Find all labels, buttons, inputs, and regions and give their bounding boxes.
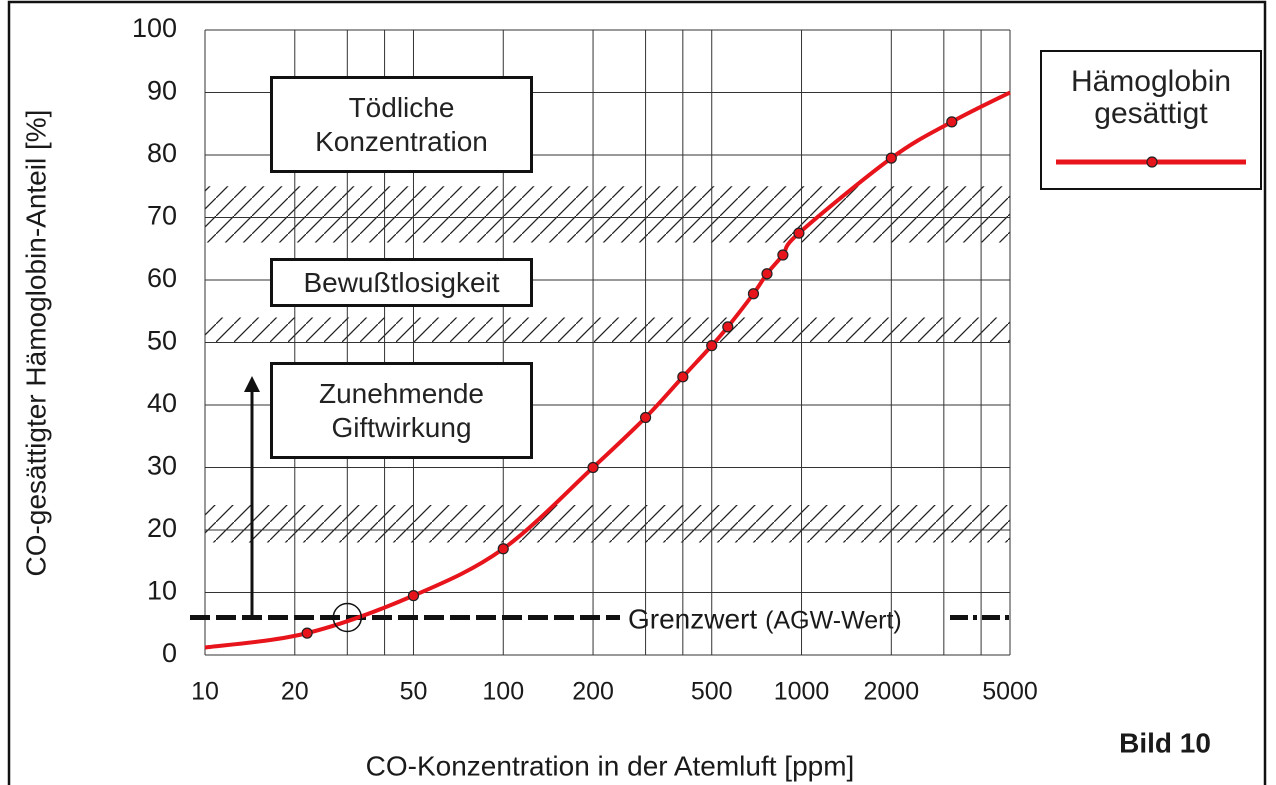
point bbox=[747, 288, 760, 300]
point bbox=[301, 627, 313, 639]
y-tick-label: 20 bbox=[147, 513, 177, 543]
annotation: Zunehmende Giftwirkung bbox=[270, 362, 533, 459]
annotation: Bewußtlosigkeit bbox=[270, 258, 533, 307]
legend: Hämoglobin gesättigt bbox=[1040, 50, 1262, 190]
grid bbox=[204, 29, 1011, 656]
point bbox=[497, 543, 509, 555]
legend-swatch bbox=[1056, 156, 1246, 168]
y-tick-label: 100 bbox=[132, 13, 177, 43]
x-tick-label: 1000 bbox=[774, 678, 830, 706]
threshold-label: Grenzwert bbox=[628, 604, 757, 635]
threshold-sublabel: (AGW-Wert) bbox=[765, 606, 902, 634]
point bbox=[677, 371, 689, 383]
x-tick-label: 10 bbox=[191, 678, 219, 706]
x-tick-label: 50 bbox=[400, 678, 428, 706]
y-tick-label: 80 bbox=[147, 138, 177, 168]
legend-label: Hämoglobin gesättigt bbox=[1070, 65, 1232, 130]
point bbox=[761, 268, 773, 280]
figure-label: Bild 10 bbox=[1119, 727, 1211, 758]
x-axis-label: CO-Konzentration in der Atemluft [ppm] bbox=[366, 750, 855, 781]
arrow-head bbox=[244, 376, 260, 392]
x-tick-label: 500 bbox=[691, 678, 733, 706]
legend-marker bbox=[1146, 156, 1158, 168]
y-tick-label: 0 bbox=[162, 638, 177, 668]
threshold-marker bbox=[332, 602, 363, 633]
x-tick-label: 20 bbox=[281, 678, 309, 706]
y-tick-label: 40 bbox=[147, 388, 177, 418]
x-tick-label: 5000 bbox=[982, 678, 1038, 706]
point bbox=[793, 227, 805, 239]
point bbox=[407, 590, 420, 602]
point bbox=[587, 461, 599, 474]
x-tick-label: 2000 bbox=[863, 678, 919, 706]
y-tick-label: 10 bbox=[147, 576, 177, 606]
hatch-band bbox=[205, 505, 1010, 543]
point bbox=[777, 249, 789, 261]
frame bbox=[7, 0, 1267, 785]
point bbox=[639, 411, 652, 424]
point bbox=[706, 340, 718, 352]
x-tick-label: 200 bbox=[572, 678, 614, 706]
y-tick-label: 90 bbox=[147, 76, 177, 106]
y-axis-label: CO-gesättigter Hämoglobin-Anteil [%] bbox=[20, 110, 51, 577]
point bbox=[946, 116, 958, 128]
y-tick-label: 50 bbox=[147, 326, 177, 356]
x-tick-label: 100 bbox=[482, 678, 524, 706]
bands bbox=[205, 186, 1010, 543]
y-tick-label: 60 bbox=[147, 263, 177, 293]
hatch-band bbox=[205, 186, 1010, 243]
point bbox=[885, 152, 897, 164]
y-tick-label: 70 bbox=[147, 201, 177, 231]
threshold-label: Grenzwert (AGW-Wert) bbox=[628, 604, 902, 635]
y-tick-label: 30 bbox=[147, 451, 177, 481]
annotation: Tödliche Konzentration bbox=[270, 76, 533, 173]
point bbox=[722, 321, 734, 333]
hatch-band bbox=[205, 317, 1010, 343]
